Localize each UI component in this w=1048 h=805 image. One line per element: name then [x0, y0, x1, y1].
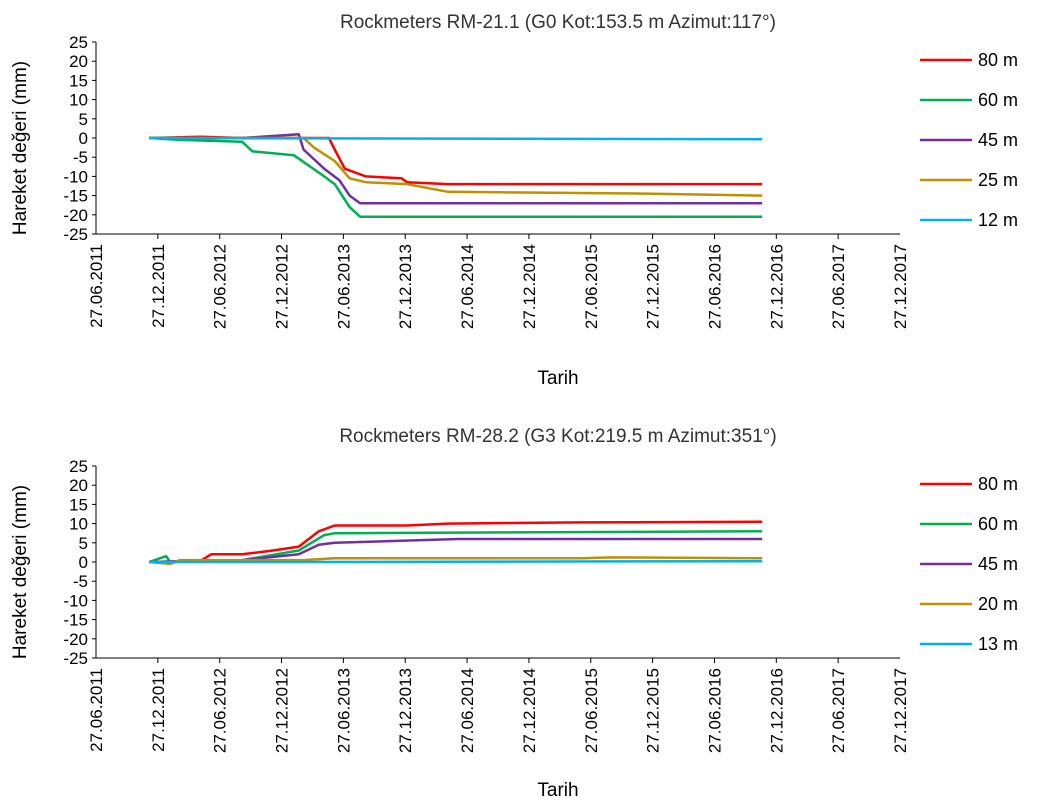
x-tick-label: 27.06.2014: [458, 244, 477, 329]
y-tick-label: 10: [69, 515, 88, 534]
x-tick-label: 27.06.2016: [705, 668, 724, 753]
x-tick-label: 27.12.2017: [891, 244, 910, 329]
series-line-80m: [149, 520, 763, 564]
x-tick-label: 27.06.2013: [334, 668, 353, 753]
legend-label: 80 m: [978, 474, 1018, 494]
x-tick-label: 27.12.2016: [767, 244, 786, 329]
y-axis-label: Hareket değeri (mm): [10, 61, 31, 235]
x-tick-label: 27.06.2012: [211, 244, 230, 329]
y-tick-label: -10: [63, 591, 88, 610]
x-tick-label: 27.06.2013: [334, 244, 353, 329]
series-line-20m: [148, 556, 763, 566]
x-tick-label: 27.06.2016: [705, 244, 724, 329]
y-tick-label: -15: [63, 187, 88, 206]
y-tick-label: -25: [63, 649, 88, 668]
legend-label: 45 m: [978, 554, 1018, 574]
y-tick-label: -15: [63, 611, 88, 630]
y-tick-label: 5: [79, 110, 88, 129]
y-tick-label: -5: [73, 148, 88, 167]
y-tick-label: 15: [69, 71, 88, 90]
legend-label: 25 m: [978, 170, 1018, 190]
x-tick-label: 27.12.2015: [644, 244, 663, 329]
y-axis-label: Hareket değeri (mm): [10, 485, 31, 659]
legend-label: 12 m: [978, 210, 1018, 230]
x-tick-label: 27.06.2017: [829, 668, 848, 753]
series-line-45m: [149, 132, 763, 205]
series-line-60m: [149, 136, 763, 218]
x-tick-label: 27.06.2014: [458, 668, 477, 753]
x-tick-label: 27.12.2012: [273, 668, 292, 753]
y-tick-label: 20: [69, 52, 88, 71]
series-line-60m: [148, 530, 763, 564]
y-tick-label: 15: [69, 495, 88, 514]
x-tick-label: 27.12.2015: [644, 668, 663, 753]
x-tick-label: 27.12.2013: [396, 244, 415, 329]
legend-label: 13 m: [978, 634, 1018, 654]
y-tick-label: -20: [63, 206, 88, 225]
y-tick-label: 10: [69, 91, 88, 110]
chart-title: Rockmeters RM-28.2 (G3 Kot:219.5 m Azimu…: [339, 426, 776, 447]
x-tick-label: 27.06.2011: [87, 244, 106, 328]
y-tick-label: 25: [69, 457, 88, 476]
legend-label: 60 m: [978, 90, 1018, 110]
legend-label: 80 m: [978, 50, 1018, 70]
x-tick-label: 27.12.2013: [396, 668, 415, 753]
y-tick-label: 0: [79, 129, 88, 148]
x-axis-label: Tarih: [537, 368, 578, 389]
x-tick-label: 27.06.2017: [829, 244, 848, 329]
x-tick-label: 27.06.2011: [87, 668, 106, 752]
x-tick-label: 27.12.2014: [520, 668, 539, 753]
y-tick-label: 20: [69, 476, 88, 495]
x-tick-label: 27.06.2015: [582, 244, 601, 329]
chart-1: Rockmeters RM-21.1 (G0 Kot:153.5 m Azimu…: [10, 12, 1018, 389]
series-line-13m: [149, 559, 763, 564]
y-tick-label: 0: [79, 553, 88, 572]
y-tick-label: -25: [63, 225, 88, 244]
x-tick-label: 27.12.2017: [891, 668, 910, 753]
series-line-80m: [149, 135, 763, 186]
legend-label: 20 m: [978, 594, 1018, 614]
y-tick-label: -5: [73, 572, 88, 591]
x-tick-label: 27.12.2011: [149, 244, 168, 328]
x-tick-label: 27.12.2014: [520, 244, 539, 329]
y-tick-label: 5: [79, 534, 88, 553]
x-tick-label: 27.06.2015: [582, 668, 601, 753]
x-tick-label: 27.12.2016: [767, 668, 786, 753]
y-tick-label: -10: [63, 167, 88, 186]
x-tick-label: 27.12.2012: [273, 244, 292, 329]
x-axis-label: Tarih: [537, 780, 578, 801]
y-tick-label: 25: [69, 33, 88, 52]
chart-2: Rockmeters RM-28.2 (G3 Kot:219.5 m Azimu…: [10, 426, 1018, 801]
legend-label: 45 m: [978, 130, 1018, 150]
chart-title: Rockmeters RM-21.1 (G0 Kot:153.5 m Azimu…: [340, 12, 776, 33]
y-tick-label: -20: [63, 630, 88, 649]
series-line-25m: [149, 136, 763, 197]
x-tick-label: 27.12.2011: [149, 668, 168, 752]
legend-label: 60 m: [978, 514, 1018, 534]
series-line-12m: [149, 136, 763, 141]
x-tick-label: 27.06.2012: [211, 668, 230, 753]
